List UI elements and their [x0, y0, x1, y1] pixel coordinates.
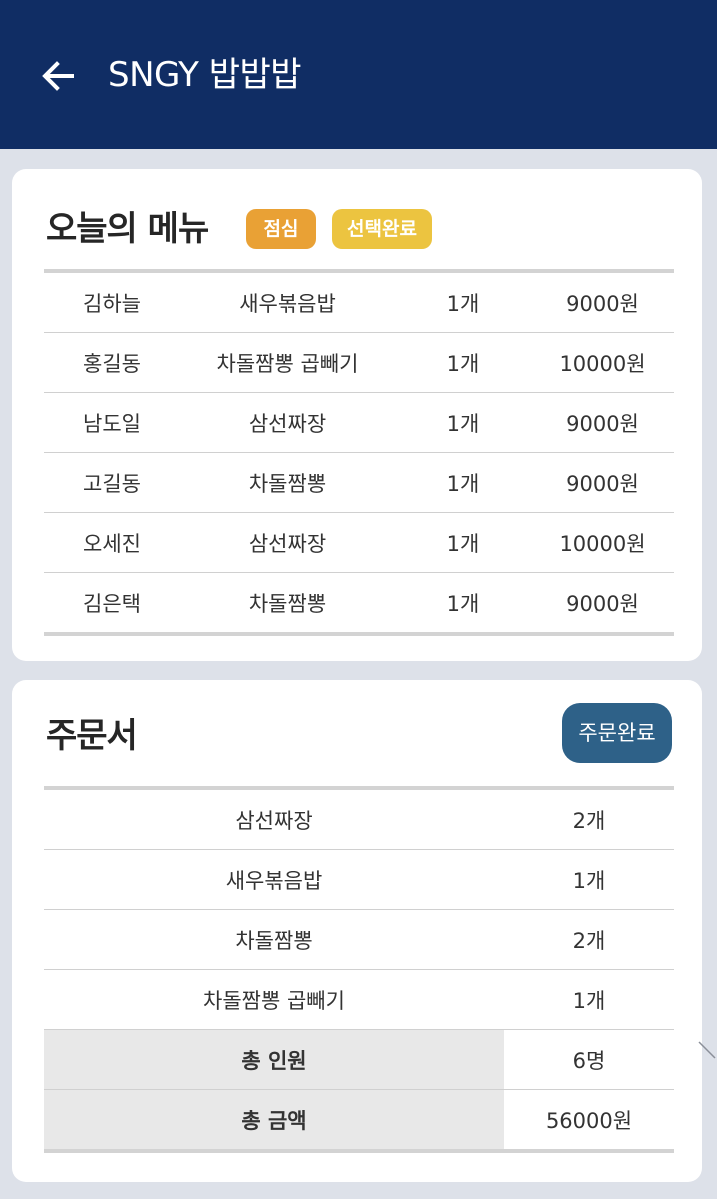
person-name: 김은택 — [83, 591, 141, 616]
order-menu-name: 차돌짬뽕 — [235, 928, 313, 953]
menu-name: 차돌짬뽕 곱빼기 — [216, 351, 359, 376]
menu-name: 차돌짬뽕 — [248, 471, 327, 496]
order-quantity: 1개 — [572, 868, 606, 893]
quantity: 1개 — [446, 471, 480, 496]
person-name: 고길동 — [83, 471, 141, 496]
quantity: 1개 — [446, 591, 480, 616]
today-menu-title: 오늘의 메뉴 — [46, 209, 209, 249]
price: 9000원 — [566, 591, 639, 616]
today-menu-table: 김하늘 새우볶음밥 1개 9000원 홍길동 차돌짬뽕 곱빼기 1개 10000… — [44, 269, 674, 636]
total-people-label: 총 인원 — [44, 1030, 504, 1089]
table-row: 오세진 삼선짜장 1개 10000원 — [44, 512, 674, 572]
order-table: 삼선짜장 2개 새우볶음밥 1개 차돌짬뽕 2개 차돌짬뽕 곱빼기 1개 총 인… — [44, 786, 674, 1153]
order-complete-button[interactable]: 주문완료 — [562, 703, 672, 763]
table-row: 김은택 차돌짬뽕 1개 9000원 — [44, 572, 674, 632]
menu-name: 새우볶음밥 — [239, 291, 336, 316]
total-amount-value: 56000원 — [545, 1108, 633, 1133]
arrow-left-icon — [42, 61, 74, 91]
table-row: 김하늘 새우볶음밥 1개 9000원 — [44, 273, 674, 332]
table-row: 차돌짬뽕 2개 — [44, 909, 674, 969]
total-people-value: 6명 — [572, 1048, 606, 1073]
menu-name: 삼선짜장 — [248, 531, 327, 556]
order-menu-name: 새우볶음밥 — [225, 868, 323, 893]
total-people-row: 총 인원 6명 — [44, 1029, 674, 1089]
price: 9000원 — [566, 291, 639, 316]
order-quantity: 1개 — [572, 988, 606, 1013]
table-row: 홍길동 차돌짬뽕 곱빼기 1개 10000원 — [44, 332, 674, 392]
total-amount-row: 총 금액 56000원 — [44, 1089, 674, 1149]
person-name: 홍길동 — [83, 351, 141, 376]
person-name: 오세진 — [83, 531, 141, 556]
order-sheet-title: 주문서 — [46, 716, 138, 756]
table-row: 남도일 삼선짜장 1개 9000원 — [44, 392, 674, 452]
order-menu-name: 삼선짜장 — [235, 808, 313, 833]
quantity: 1개 — [446, 291, 480, 316]
price: 9000원 — [566, 411, 639, 436]
menu-name: 차돌짬뽕 — [248, 591, 327, 616]
quantity: 1개 — [446, 411, 480, 436]
table-row: 새우볶음밥 1개 — [44, 849, 674, 909]
total-amount-label: 총 금액 — [44, 1090, 504, 1149]
app-title: SNGY 밥밥밥 — [108, 55, 302, 95]
today-menu-card: 오늘의 메뉴 점심 선택완료 김하늘 새우볶음밥 1개 9000원 홍길동 차돌… — [12, 169, 702, 661]
back-button[interactable] — [36, 54, 80, 98]
person-name: 남도일 — [83, 411, 141, 436]
quantity: 1개 — [446, 351, 480, 376]
person-name: 김하늘 — [83, 291, 141, 316]
order-menu-name: 차돌짬뽕 곱빼기 — [203, 988, 345, 1013]
order-quantity: 2개 — [572, 808, 606, 833]
table-row: 삼선짜장 2개 — [44, 790, 674, 849]
menu-name: 삼선짜장 — [248, 411, 327, 436]
order-sheet-card: 주문서 주문완료 삼선짜장 2개 새우볶음밥 1개 차돌짬뽕 2개 차돌짬뽕 곱… — [12, 680, 702, 1182]
price: 10000원 — [559, 531, 646, 556]
lunch-badge: 점심 — [246, 209, 316, 249]
price: 9000원 — [566, 471, 639, 496]
price: 10000원 — [559, 351, 646, 376]
selection-complete-badge: 선택완료 — [332, 209, 432, 249]
table-row: 고길동 차돌짬뽕 1개 9000원 — [44, 452, 674, 512]
quantity: 1개 — [446, 531, 480, 556]
table-row: 차돌짬뽕 곱빼기 1개 — [44, 969, 674, 1029]
order-quantity: 2개 — [572, 928, 606, 953]
app-bar: SNGY 밥밥밥 — [0, 0, 717, 149]
edge-line-decoration — [698, 1041, 716, 1059]
